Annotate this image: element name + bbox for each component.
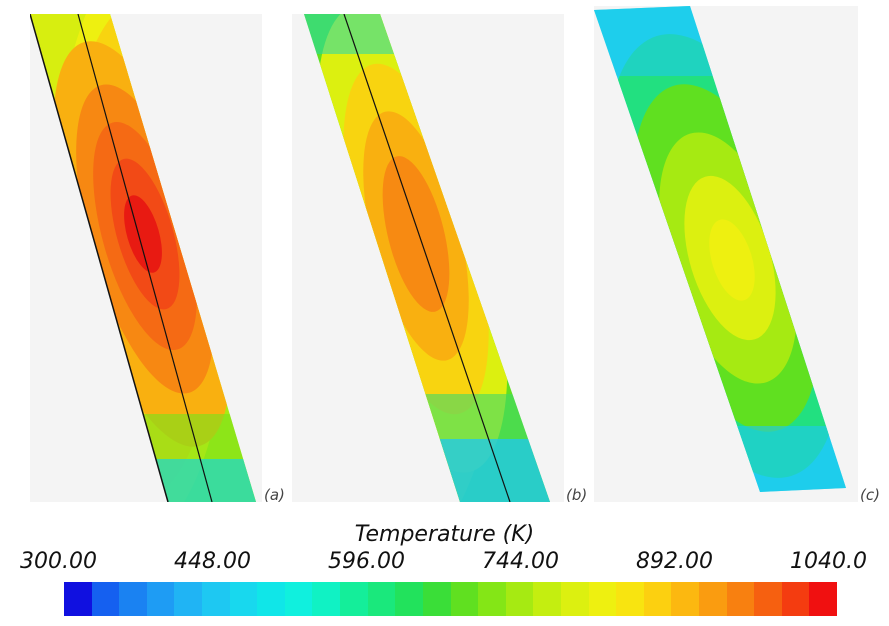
- color-bar-swatch: [616, 582, 644, 616]
- color-bar-swatch: [64, 582, 92, 616]
- color-bar-swatch: [174, 582, 203, 616]
- color-bar-swatch: [422, 582, 451, 616]
- legend-tick-4: 744.00: [482, 549, 559, 574]
- color-bar-swatch: [91, 582, 120, 616]
- color-bar-swatch: [340, 582, 368, 616]
- color-bar-swatch: [478, 582, 506, 616]
- color-bar-swatch: [699, 582, 727, 616]
- color-bar-swatch: [809, 582, 838, 616]
- color-bar-swatch: [588, 582, 617, 616]
- color-bar-swatch: [119, 582, 147, 616]
- panel-label-a: (a): [264, 486, 285, 504]
- color-bar-swatch: [726, 582, 755, 616]
- color-bar-swatch: [671, 582, 700, 616]
- color-bar-swatch: [505, 582, 534, 616]
- color-bar-swatch: [781, 582, 810, 616]
- legend-tick-1: 300.00: [20, 549, 97, 574]
- panel-label-c: (c): [860, 486, 880, 504]
- color-bar-swatch: [367, 582, 396, 616]
- color-bar-swatch: [643, 582, 672, 616]
- color-bar-swatch: [754, 582, 782, 616]
- temperature-field-c: [594, 6, 846, 492]
- color-bar-swatch: [146, 582, 175, 616]
- legend-tick-3: 596.00: [328, 549, 405, 574]
- temperature-panel-c: [594, 6, 858, 502]
- color-bar-swatch: [560, 582, 589, 616]
- legend-title: Temperature (K): [354, 522, 535, 547]
- color-bar-swatch: [533, 582, 561, 616]
- temperature-panel-a: [30, 14, 262, 502]
- color-bar: [64, 582, 838, 616]
- color-bar-swatch: [202, 582, 230, 616]
- color-bar-swatch: [395, 582, 423, 616]
- color-bar-swatch: [312, 582, 341, 616]
- color-bar-swatch: [257, 582, 285, 616]
- color-bar-swatch: [229, 582, 258, 616]
- panel-label-b: (b): [566, 486, 588, 504]
- legend-tick-6: 1040.0: [790, 549, 867, 574]
- legend-tick-2: 448.00: [174, 549, 251, 574]
- legend-tick-5: 892.00: [636, 549, 713, 574]
- temperature-field-a: [30, 14, 256, 502]
- temperature-field-b: [304, 14, 550, 502]
- color-bar-swatch: [284, 582, 313, 616]
- color-bar-swatch: [450, 582, 479, 616]
- temperature-panel-b: [292, 14, 564, 502]
